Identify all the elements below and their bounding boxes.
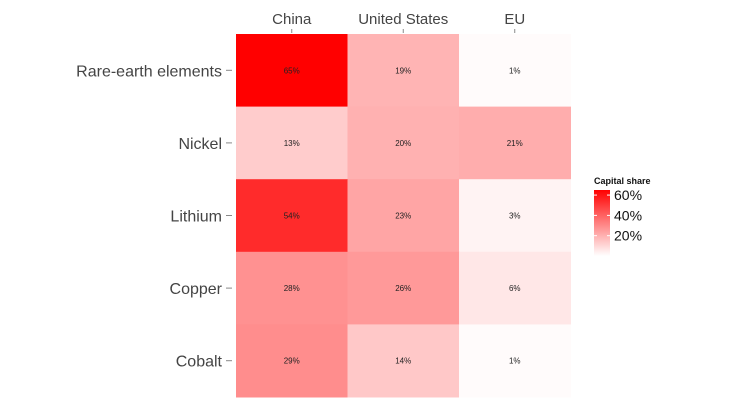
cell-value-label: 26%: [395, 284, 411, 293]
y-tick-label: Rare-earth elements: [76, 63, 222, 80]
cell-value-label: 1%: [509, 357, 521, 366]
x-tick-label: EU: [504, 11, 525, 28]
cell-value-label: 14%: [395, 357, 411, 366]
heatmap-cell: [459, 106, 571, 180]
legend: Capital share 60% 40% 20%: [594, 176, 651, 256]
cell-value-label: 3%: [509, 212, 521, 221]
heatmap-cell: [236, 106, 348, 180]
heatmap-cell: [347, 251, 460, 325]
y-tick-label: Nickel: [178, 136, 222, 153]
heatmap-cell: [347, 324, 460, 398]
legend-tick-label: 40%: [614, 207, 642, 223]
x-tick-label: United States: [358, 11, 448, 28]
heatmap-cells: [236, 34, 571, 398]
legend-colorbar: [594, 190, 610, 256]
heatmap-cell: [347, 34, 460, 108]
heatmap-cell: [459, 324, 571, 398]
y-tick-label: Cobalt: [176, 354, 223, 371]
heatmap-cell: [459, 34, 571, 108]
heatmap-cell: [347, 106, 460, 180]
heatmap-cell: [236, 324, 348, 398]
y-axis: Rare-earth elements Nickel Lithium Copper Co…: [76, 63, 232, 371]
cell-value-label: 19%: [395, 66, 411, 75]
cell-value-label: 29%: [284, 357, 300, 366]
heatmap-cell: [347, 179, 460, 253]
heatmap-cell: [236, 34, 348, 108]
heatmap-cell: [459, 251, 571, 325]
legend-tick-label: 60%: [614, 187, 642, 203]
cell-value-label: 23%: [395, 212, 411, 221]
heatmap-cell: [459, 179, 571, 253]
cell-value-label: 28%: [284, 284, 300, 293]
cell-value-label: 20%: [395, 139, 411, 148]
heatmap-cell: [236, 251, 348, 325]
y-tick-label: Lithium: [170, 209, 222, 226]
cell-value-label: 13%: [284, 139, 300, 148]
x-axis: China United States EU: [272, 11, 525, 33]
x-tick-label: China: [272, 11, 312, 28]
cell-value-label: 1%: [509, 66, 521, 75]
heatmap-cell-labels: 65% 19% 1% 13% 20% 21% 54% 23% 3% 28% 26% 6% 29% 14% 1…: [284, 66, 523, 365]
legend-tick-label: 20%: [614, 228, 642, 244]
cell-value-label: 54%: [284, 212, 300, 221]
heatmap-cell: [236, 179, 348, 253]
legend-title: Capital share: [594, 176, 651, 186]
cell-value-label: 21%: [507, 139, 523, 148]
cell-value-label: 65%: [284, 66, 300, 75]
legend-ticks: 60% 40% 20%: [594, 187, 642, 244]
y-tick-label: Copper: [170, 281, 223, 298]
cell-value-label: 6%: [509, 284, 521, 293]
